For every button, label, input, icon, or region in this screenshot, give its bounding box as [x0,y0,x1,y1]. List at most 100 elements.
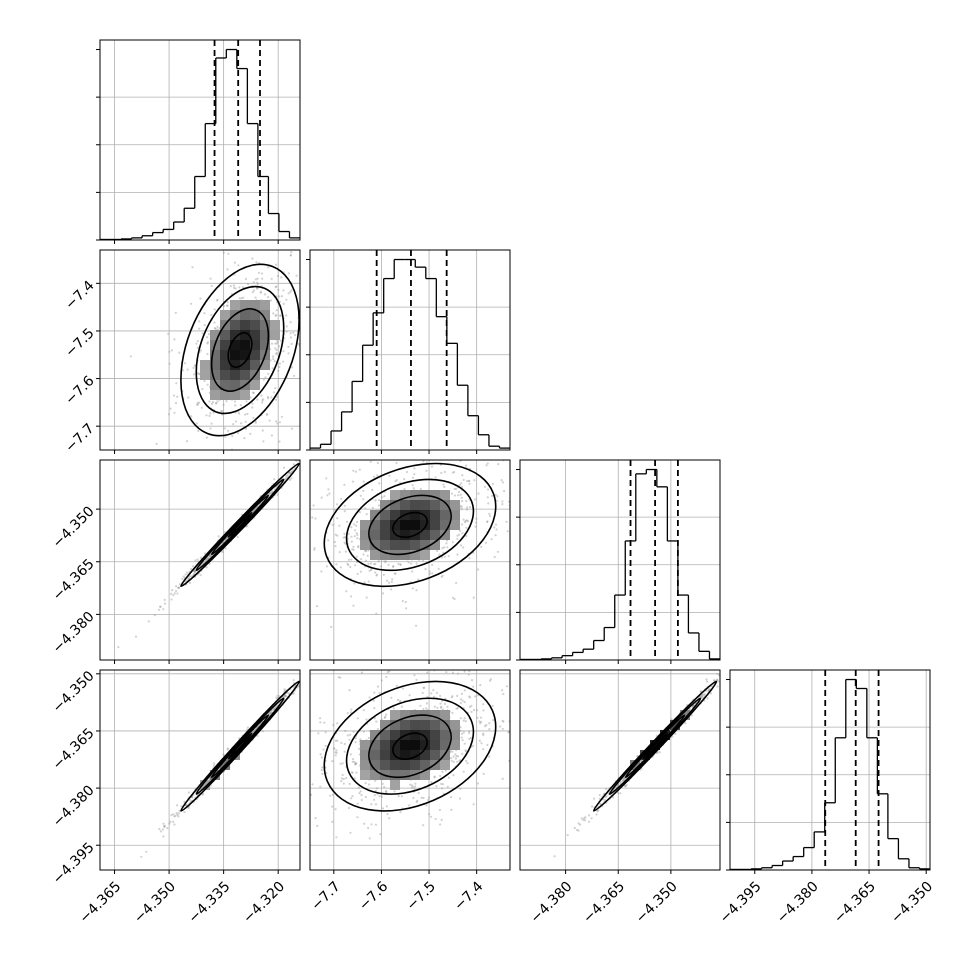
scatter-point [290,366,294,369]
scatter-point [176,804,179,807]
scatter-point [469,736,472,740]
density-cell [400,760,410,770]
scatter-point [316,443,318,445]
scatter-point [289,336,292,339]
panel-frame-3-0 [99,669,301,871]
scatter-point [369,460,372,463]
x-tick-label-3-3: −4.350 [888,879,936,927]
x-tick-label-1-2: −7.5 [404,879,439,914]
scatter-point [371,506,374,509]
density-cell [380,500,390,510]
scatter-point [183,362,187,365]
density-cell [220,310,230,320]
scatter-point [440,818,443,822]
scatter-point [261,730,265,733]
scatter-point [475,517,478,520]
scatter-point [175,585,178,588]
scatter-point [328,492,331,495]
scatter-point [228,452,230,454]
scatter-point [350,535,353,538]
scatter-point [455,487,458,491]
scatter-point [343,750,346,753]
scatter-point [391,578,394,581]
scatter-point [268,419,271,422]
scatter-point [267,372,270,375]
scatter-point [271,244,273,246]
scatter-point [227,429,230,432]
contour-3-0-3 [180,680,300,812]
scatter-point [205,436,208,439]
scatter-point [163,824,166,828]
scatter-point [486,520,489,524]
scatter-point [463,701,466,704]
scatter-point [270,342,274,345]
scatter-point [501,777,504,781]
density-cell [390,770,400,780]
scatter-point [288,471,291,474]
scatter-point [346,520,349,524]
scatter-point [419,704,422,707]
scatter-point [226,301,229,304]
scatter-point [178,586,181,589]
scatter-point [350,708,353,711]
scatter-point [354,737,357,740]
scatter-point [622,777,626,780]
contour-2-0-1 [210,494,270,556]
scatter-point [440,706,443,709]
density-cell [390,720,400,730]
scatter-point [354,762,357,766]
scatter-point [356,717,359,720]
density-cell [390,710,400,720]
scatter-point [271,367,274,370]
scatter-point [206,336,209,339]
scatter-point [173,338,176,341]
scatter-point [622,778,625,782]
scatter-point [732,663,734,665]
scatter-point [479,722,482,725]
density-cell [450,740,460,750]
scatter-point [346,562,349,566]
scatter-point [196,558,199,561]
contour-2-1-0 [392,511,428,538]
density-cell [250,330,260,340]
scatter-point [717,680,720,683]
scatter-point [468,731,471,735]
scatter-point [275,696,278,700]
scatter-point [499,725,502,728]
scatter-point [196,346,199,349]
scatter-point [268,711,271,715]
scatter-point [716,678,719,681]
scatter-point [157,608,161,611]
scatter-point [587,820,591,823]
scatter-point [176,586,180,589]
scatter-point [320,768,323,772]
scatter-point [169,407,172,410]
scatter-point [453,597,456,601]
scatter-point [483,485,486,488]
scatter-point [380,679,383,682]
scatter-point [399,563,402,566]
scatter-point [605,795,608,798]
scatter-point [185,804,188,807]
scatter-point [283,478,286,481]
scatter-point [362,498,365,501]
scatter-point [474,525,477,528]
scatter-point [347,563,350,567]
scatter-point [456,760,459,763]
scatter-point [463,670,466,673]
scatter-point [342,777,345,781]
scatter-point [209,555,212,558]
scatter-point [222,304,226,308]
scatter-point [503,490,506,493]
scatter-point [399,563,402,566]
scatter-point [317,300,319,302]
scatter-point [288,478,291,481]
scatter-point [283,537,285,539]
scatter-point [252,289,255,292]
scatter-point [367,580,370,583]
scatter-point [309,665,311,667]
density-cell [450,720,460,730]
density-cell [410,490,420,500]
scatter-point [480,720,483,724]
density-cell [360,520,370,530]
